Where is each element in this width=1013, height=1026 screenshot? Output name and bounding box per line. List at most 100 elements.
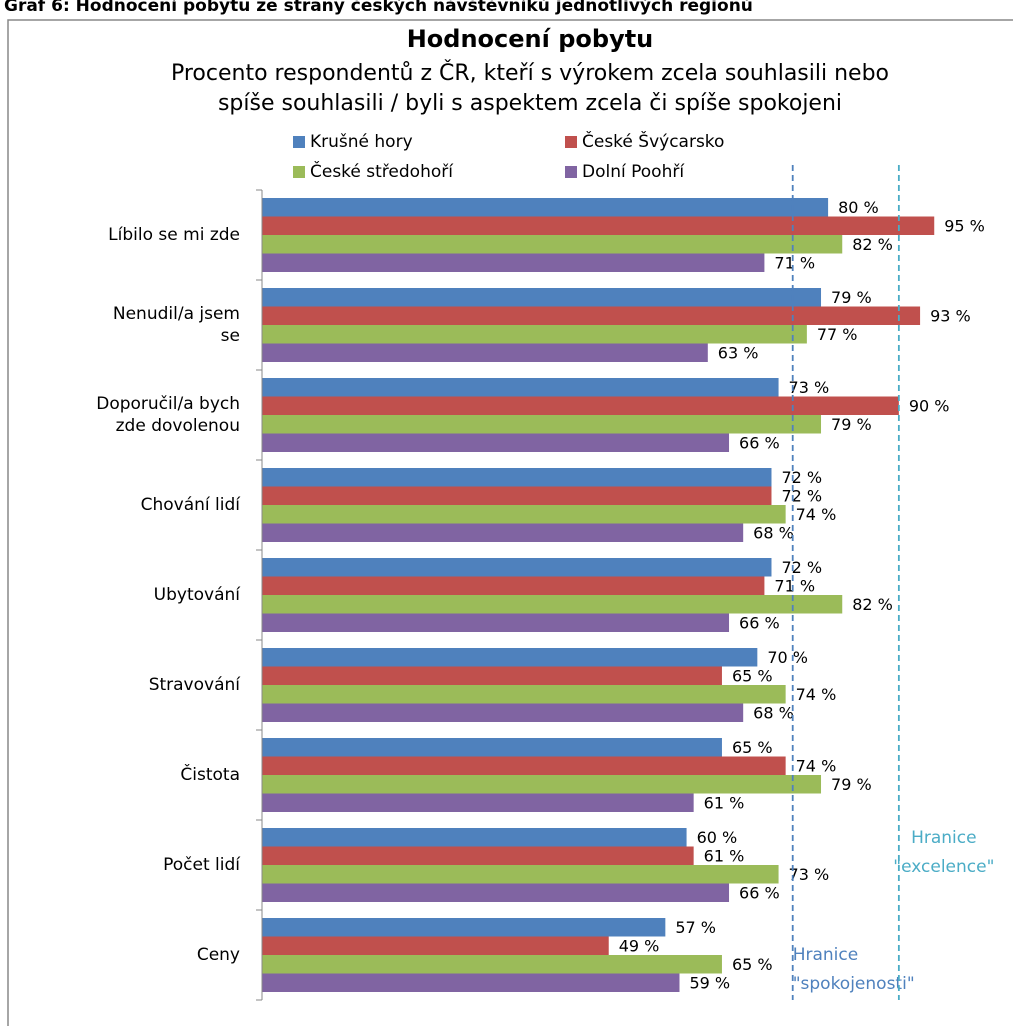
- bar: [262, 738, 722, 757]
- data-label: 79 %: [831, 415, 872, 434]
- data-label: 72 %: [781, 558, 822, 577]
- bar: [262, 793, 694, 812]
- data-label: 63 %: [718, 343, 759, 362]
- bar: [262, 558, 772, 577]
- bar: [262, 936, 609, 955]
- chart-title: Hodnocení pobytu: [407, 25, 654, 53]
- data-label: 79 %: [831, 775, 872, 794]
- bar: [262, 325, 807, 344]
- bar: [262, 883, 730, 902]
- data-label: 49 %: [619, 936, 660, 955]
- y-tick-label: Stravování: [148, 675, 240, 695]
- bar: [262, 468, 772, 487]
- reference-label: "spokojenosti": [793, 974, 915, 994]
- data-label: 65 %: [732, 955, 773, 974]
- bar: [262, 666, 722, 685]
- bar: [262, 955, 722, 974]
- data-label: 68 %: [753, 523, 794, 542]
- bar: [262, 703, 744, 722]
- data-label: 66 %: [739, 613, 780, 632]
- legend-swatch: [565, 166, 577, 178]
- data-label: 66 %: [739, 433, 780, 452]
- bar: [262, 415, 822, 434]
- chart-frame: [7, 19, 1013, 1026]
- y-tick-label: Nenudil/a jsem se: [112, 304, 240, 346]
- data-label: 82 %: [852, 235, 893, 254]
- data-label: 74 %: [796, 685, 837, 704]
- data-label: 72 %: [781, 486, 822, 505]
- bar: [262, 306, 921, 325]
- y-tick-label: Líbilo se mi zde: [108, 225, 240, 245]
- data-label: 68 %: [753, 703, 794, 722]
- data-label: 72 %: [781, 468, 822, 487]
- legend-swatch: [293, 166, 305, 178]
- y-tick-label: Doporučil/a bych zde dovolenou: [96, 394, 240, 436]
- data-label: 66 %: [739, 883, 780, 902]
- data-label: 70 %: [767, 648, 808, 667]
- bar: [262, 865, 779, 884]
- bar: [262, 235, 843, 254]
- data-label: 80 %: [838, 198, 879, 217]
- legend-label: České středohoří: [310, 160, 454, 182]
- data-label: 82 %: [852, 595, 893, 614]
- reference-label: "excelence": [893, 857, 994, 877]
- bar: [262, 288, 822, 307]
- bar: [262, 198, 829, 217]
- data-label: 61 %: [704, 793, 745, 812]
- y-tick-label: Čistota: [180, 765, 240, 785]
- y-tick-label: Ceny: [196, 945, 240, 965]
- data-label: 71 %: [774, 253, 815, 272]
- chart-subtitle: spíše souhlasili / byli s aspektem zcela…: [218, 91, 842, 116]
- data-label: 60 %: [697, 828, 738, 847]
- data-label: 61 %: [704, 846, 745, 865]
- data-label: 73 %: [789, 378, 830, 397]
- bar: [262, 595, 843, 614]
- bar: [262, 846, 694, 865]
- data-label: 73 %: [789, 865, 830, 884]
- data-label: 74 %: [796, 505, 837, 524]
- bar: [262, 523, 744, 542]
- data-label: 71 %: [774, 576, 815, 595]
- caption: Graf 6: Hodnocení pobytu ze strany český…: [4, 0, 753, 16]
- data-label: 57 %: [675, 918, 716, 937]
- bar: [262, 253, 765, 272]
- bar: [262, 973, 680, 992]
- legend-label: České Švýcarsko: [582, 130, 724, 152]
- bar: [262, 648, 758, 667]
- bar: [262, 343, 708, 362]
- y-tick-label: Ubytování: [153, 585, 240, 605]
- y-tick-label: Chování lidí: [140, 495, 240, 515]
- bar: [262, 756, 786, 775]
- bar: [262, 613, 730, 632]
- reference-label: Hranice: [793, 945, 859, 965]
- data-label: 90 %: [909, 396, 950, 415]
- bar: [262, 505, 786, 524]
- data-label: 93 %: [930, 306, 971, 325]
- data-label: 65 %: [732, 666, 773, 685]
- bar: [262, 216, 935, 235]
- data-label: 65 %: [732, 738, 773, 757]
- bar: [262, 828, 687, 847]
- y-tick-label: Počet lidí: [163, 855, 240, 875]
- data-label: 74 %: [796, 756, 837, 775]
- chart-subtitle: Procento respondentů z ČR, kteří s výrok…: [171, 60, 889, 86]
- bar: [262, 576, 765, 595]
- reference-label: Hranice: [911, 828, 977, 848]
- data-label: 59 %: [689, 973, 730, 992]
- bar: [262, 396, 899, 415]
- bar: [262, 486, 772, 505]
- bar: [262, 918, 666, 937]
- bar: [262, 433, 730, 452]
- legend-label: Dolní Poohří: [582, 162, 685, 182]
- data-label: 95 %: [944, 216, 985, 235]
- bar: [262, 775, 822, 794]
- legend-swatch: [293, 136, 305, 148]
- data-label: 79 %: [831, 288, 872, 307]
- bar: [262, 685, 786, 704]
- data-label: 77 %: [817, 325, 858, 344]
- legend-swatch: [565, 136, 577, 148]
- bar: [262, 378, 779, 397]
- legend-label: Krušné hory: [310, 132, 413, 152]
